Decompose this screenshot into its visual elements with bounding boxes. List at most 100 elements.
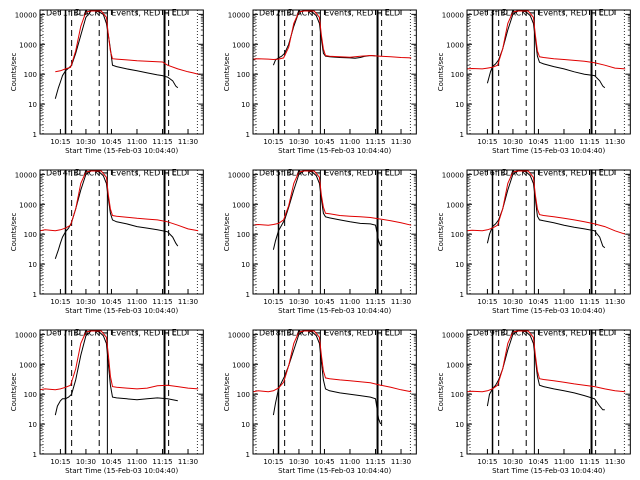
x-tick-label: 10:30 [76,298,96,306]
annotation-label: E [172,168,177,177]
y-tick-label: 1000 [232,41,250,49]
x-tick-label: 10:15 [50,138,70,146]
annotation-label: D [288,8,294,17]
x-tick-label: 11:30 [605,138,625,146]
x-tick-label: 10:30 [503,138,523,146]
x-tick-label: 10:15 [263,298,283,306]
chart-title: Det 3f BLACK = Events, RED = LLD [473,9,614,18]
x-tick-label: 11:00 [340,138,360,146]
y-tick-label: 10 [28,261,37,269]
plot-frame [39,169,204,295]
plot-frame [252,169,417,295]
x-tick-label: 11:15 [579,458,599,466]
y-tick-label: 1 [246,451,250,459]
y-tick-label: 10 [241,261,250,269]
x-tick-label: 10:30 [289,298,309,306]
y-tick-label: 10000 [228,11,250,19]
y-tick-label: 10000 [15,171,37,179]
annotation-label: E [172,8,177,17]
x-tick-label: 11:15 [365,298,385,306]
x-tick-label: 11:00 [340,298,360,306]
x-tick-label: 10:30 [289,458,309,466]
x-tick-label: 10:30 [76,458,96,466]
annotation-label: D [75,328,81,337]
events-series-line [272,10,376,66]
y-axis-label: Counts/sec [223,53,231,92]
lld-series-line [253,330,412,393]
events-series-line [54,10,179,99]
y-axis-label: Counts/sec [437,373,445,412]
y-tick-label: 1 [33,291,37,299]
x-tick-label: 11:00 [127,298,147,306]
y-tick-label: 1000 [19,201,37,209]
y-tick-label: 10 [28,101,37,109]
x-tick-label: 10:15 [263,138,283,146]
events-series-line [272,330,382,425]
annotation-label: D [288,328,294,337]
y-tick-label: 1 [460,291,464,299]
y-tick-label: 1 [246,291,250,299]
y-axis-label: Counts/sec [437,53,445,92]
x-tick-label: 11:15 [365,458,385,466]
y-axis-label: Counts/sec [10,53,18,92]
y-tick-label: 1 [460,131,464,139]
x-axis-label: Start Time (15-Feb-03 10:04:40) [65,467,178,475]
x-tick-label: 10:45 [528,458,548,466]
y-tick-label: 100 [451,231,464,239]
y-axis-label: Counts/sec [10,373,18,412]
x-axis-label: Start Time (15-Feb-03 10:04:40) [492,147,605,155]
x-tick-label: 11:30 [391,138,411,146]
x-tick-label: 10:45 [314,298,334,306]
x-axis-label: Start Time (15-Feb-03 10:04:40) [65,307,178,315]
x-axis-label: Start Time (15-Feb-03 10:04:40) [278,467,391,475]
annotation-label: E [385,8,390,17]
x-tick-label: 10:45 [101,458,121,466]
y-tick-label: 10000 [442,11,464,19]
chart-title: Det 9f BLACK = Events, RED = LLD [473,329,614,338]
x-tick-label: 10:45 [528,298,548,306]
y-tick-label: 100 [237,391,250,399]
y-tick-label: 10000 [442,331,464,339]
plot-frame [466,9,631,135]
y-axis-label: Counts/sec [223,213,231,252]
chart-title: Det 5f BLACK = Events, RED = LLD [259,169,400,178]
y-tick-label: 1000 [446,361,464,369]
x-tick-label: 11:15 [152,298,172,306]
y-tick-label: 100 [237,71,250,79]
x-tick-label: 11:30 [391,298,411,306]
annotation-label: D [502,328,508,337]
annotation-label: E [599,328,604,337]
y-tick-label: 10000 [442,171,464,179]
x-tick-label: 11:15 [152,138,172,146]
annotation-label: E [385,168,390,177]
x-tick-label: 11:30 [605,458,625,466]
annotation-label: E [599,168,604,177]
y-tick-label: 10000 [228,171,250,179]
plot-frame [466,329,631,455]
y-tick-label: 10 [241,101,250,109]
y-tick-label: 10000 [15,331,37,339]
chart-title: Det 2f BLACK = Events, RED = LLD [259,9,400,18]
lld-series-line [467,10,626,70]
x-tick-label: 10:30 [503,298,523,306]
x-tick-label: 10:45 [314,138,334,146]
plot-frame [39,9,204,135]
events-series-line [486,330,605,411]
events-series-line [54,330,178,416]
plot-frame [252,9,417,135]
lld-series-line [253,170,412,226]
events-series-line [486,170,606,249]
x-tick-label: 10:45 [101,298,121,306]
y-tick-label: 1000 [446,201,464,209]
x-tick-label: 11:30 [178,458,198,466]
y-tick-label: 100 [24,391,37,399]
x-tick-label: 10:45 [101,138,121,146]
y-tick-label: 1000 [232,361,250,369]
y-tick-label: 100 [237,231,250,239]
x-tick-label: 10:45 [528,138,548,146]
x-tick-label: 11:00 [554,298,574,306]
